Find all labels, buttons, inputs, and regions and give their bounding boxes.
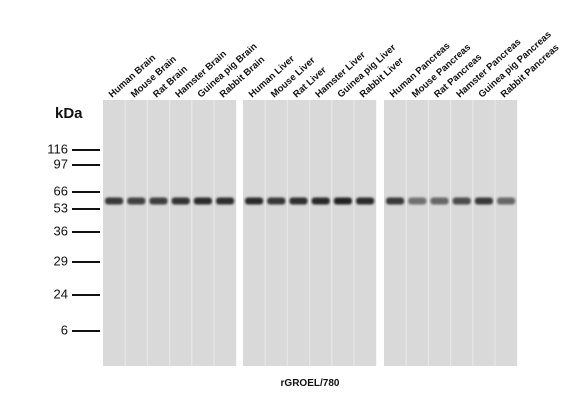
band <box>149 197 168 205</box>
band <box>430 197 449 205</box>
marker-label: 116 <box>47 141 68 156</box>
band <box>289 197 308 205</box>
band <box>127 197 146 205</box>
band <box>216 197 235 205</box>
band <box>105 197 124 205</box>
band <box>452 197 471 205</box>
marker-label: 53 <box>54 200 68 215</box>
marker-label: 6 <box>61 322 68 337</box>
unit-label: kDa <box>55 105 83 122</box>
band <box>356 197 375 205</box>
band <box>267 197 286 205</box>
band <box>333 197 352 205</box>
caption: rGROEL/780 <box>281 378 340 389</box>
band <box>386 197 405 205</box>
band <box>474 197 493 205</box>
band <box>497 197 516 205</box>
band <box>311 197 330 205</box>
marker-label: 97 <box>54 156 68 171</box>
band <box>171 197 190 205</box>
band <box>408 197 427 205</box>
band <box>193 197 212 205</box>
marker-label: 24 <box>54 286 68 301</box>
marker-label: 29 <box>54 253 68 268</box>
band <box>245 197 264 205</box>
marker-label: 36 <box>54 223 68 238</box>
blot-panels <box>103 100 518 366</box>
marker-label: 66 <box>54 183 68 198</box>
